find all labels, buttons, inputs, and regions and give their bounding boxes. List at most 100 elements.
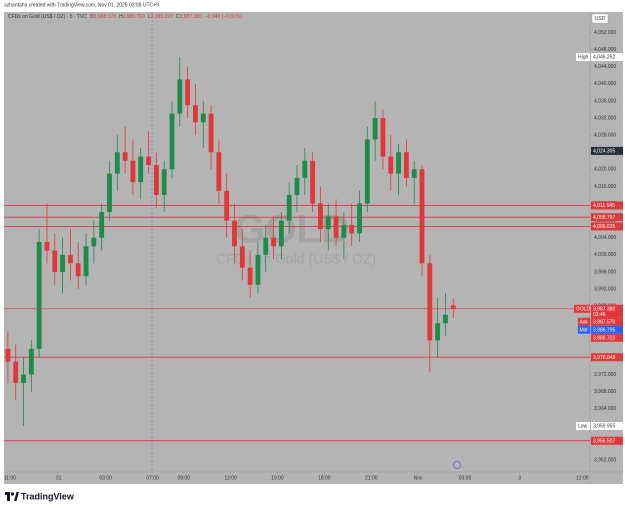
candle-body xyxy=(153,165,159,195)
x-tick-label: 12:00 xyxy=(576,475,589,481)
x-tick-label: 15:00 xyxy=(271,475,284,481)
y-tick-label: 3,992.000 xyxy=(594,286,616,292)
candle-body xyxy=(435,323,441,341)
candle-body xyxy=(310,160,316,204)
candle-body xyxy=(177,79,183,114)
candle-body xyxy=(294,177,300,195)
event-icon[interactable] xyxy=(453,461,461,469)
level-box xyxy=(591,222,623,231)
low-tag: Low xyxy=(578,424,588,430)
y-tick-label: 3,972.000 xyxy=(594,372,616,378)
candle-body xyxy=(403,152,409,178)
level-box xyxy=(591,213,623,222)
y-tick-label: 4,052.000 xyxy=(594,30,616,36)
price-countdown: 03:46 xyxy=(593,312,606,318)
candle-body xyxy=(52,250,58,272)
y-tick-label: 4,036.000 xyxy=(594,98,616,104)
candle-body xyxy=(341,224,347,238)
y-tick-label: 4,032.000 xyxy=(594,115,616,121)
high-label: 4,046.252 xyxy=(593,55,615,61)
x-tick-label: Nov xyxy=(414,475,423,481)
candle-body xyxy=(36,242,42,349)
legend-key: O xyxy=(90,14,94,20)
candle-body xyxy=(161,169,167,195)
high-tag: High xyxy=(578,55,589,61)
candle-body xyxy=(75,263,81,277)
legend-key: L xyxy=(148,14,151,20)
candle-body xyxy=(427,263,433,341)
level-box xyxy=(591,201,623,210)
candle-body xyxy=(114,152,120,174)
y-tick-label: 4,040.000 xyxy=(594,81,616,87)
legend-sep: · xyxy=(72,14,76,20)
x-tick-label: 03:00 xyxy=(99,475,112,481)
legend-title: CFDs on Gold (US$ / OZ) xyxy=(8,14,66,20)
price-label: 3,987.380 xyxy=(593,306,615,312)
level-label: 4,006.635 xyxy=(593,224,615,230)
currency-button[interactable] xyxy=(591,13,609,24)
legend-key: C xyxy=(176,14,180,20)
candle-body xyxy=(364,139,370,204)
y-tick-label: 4,016.000 xyxy=(594,184,616,190)
candle-body xyxy=(146,156,151,166)
x-tick-label: 03:00 xyxy=(459,475,472,481)
level-box xyxy=(591,353,623,362)
x-tick-label: 09:00 xyxy=(177,475,190,481)
y-tick-label: 4,048.000 xyxy=(594,47,616,53)
y-tick-label: 4,020.000 xyxy=(594,167,616,173)
candle-body xyxy=(44,242,50,251)
candle-body xyxy=(357,203,362,234)
candle-body xyxy=(169,113,175,170)
price-tag-box xyxy=(574,304,590,313)
candle-body xyxy=(232,220,237,247)
candle-body xyxy=(185,79,191,106)
brand: TradingView xyxy=(21,491,75,501)
y-tick-label: 3,952.000 xyxy=(594,457,616,463)
x-tick-label: 18:00 xyxy=(318,475,331,481)
candle-body xyxy=(91,237,97,247)
legend-value: 3,988.178 xyxy=(94,14,116,20)
candle-body xyxy=(411,169,417,178)
quote-label: 3,986.723 xyxy=(593,335,615,341)
candle-body xyxy=(247,267,253,285)
legend-value: 3,985.220 xyxy=(151,14,173,20)
level-box xyxy=(591,436,623,445)
y-tick-label: 3,964.000 xyxy=(594,406,616,412)
y-tick-label: 3,968.000 xyxy=(594,389,616,395)
marker-box xyxy=(591,146,623,155)
marker-label: 4,024.305 xyxy=(593,149,615,155)
x-tick-label: 07:00 xyxy=(146,475,159,481)
candle-body xyxy=(208,113,214,153)
x-tick-label: 21:00 xyxy=(365,475,378,481)
candle-body xyxy=(21,374,26,384)
y-tick-label: 4,004.000 xyxy=(594,235,616,241)
level-label: 3,976.048 xyxy=(593,355,615,361)
currency[interactable]: USD xyxy=(595,16,606,22)
candle-body xyxy=(278,220,284,247)
header: azhantahir created with TradingView.com,… xyxy=(4,2,159,8)
y-tick-label: 4,044.000 xyxy=(594,64,616,70)
candle-body xyxy=(67,254,73,264)
candle-body xyxy=(138,156,144,183)
quote-label: 3,987.570 xyxy=(593,319,615,325)
quote-box xyxy=(591,325,623,334)
price-box xyxy=(591,304,623,318)
candle-body xyxy=(60,254,66,272)
y-tick-label: 3,996.000 xyxy=(594,269,616,275)
high-tag-box xyxy=(576,53,590,62)
candle-body xyxy=(83,246,89,277)
candle-body xyxy=(325,216,331,230)
legend-interval: 5 xyxy=(70,14,73,20)
candle-body xyxy=(99,212,105,238)
candle-body xyxy=(224,190,230,221)
watermark: GOLD xyxy=(234,208,350,252)
legend-value: 3,989.760 xyxy=(123,14,145,20)
candle-body xyxy=(5,348,11,362)
quote-tag: Ask xyxy=(580,319,589,325)
legend-source: TVC xyxy=(77,14,87,20)
legend-value: 3,987.380 xyxy=(180,14,202,20)
candle-body xyxy=(318,203,323,230)
candle-body xyxy=(239,246,245,268)
x-tick-label: 3 xyxy=(518,475,521,481)
